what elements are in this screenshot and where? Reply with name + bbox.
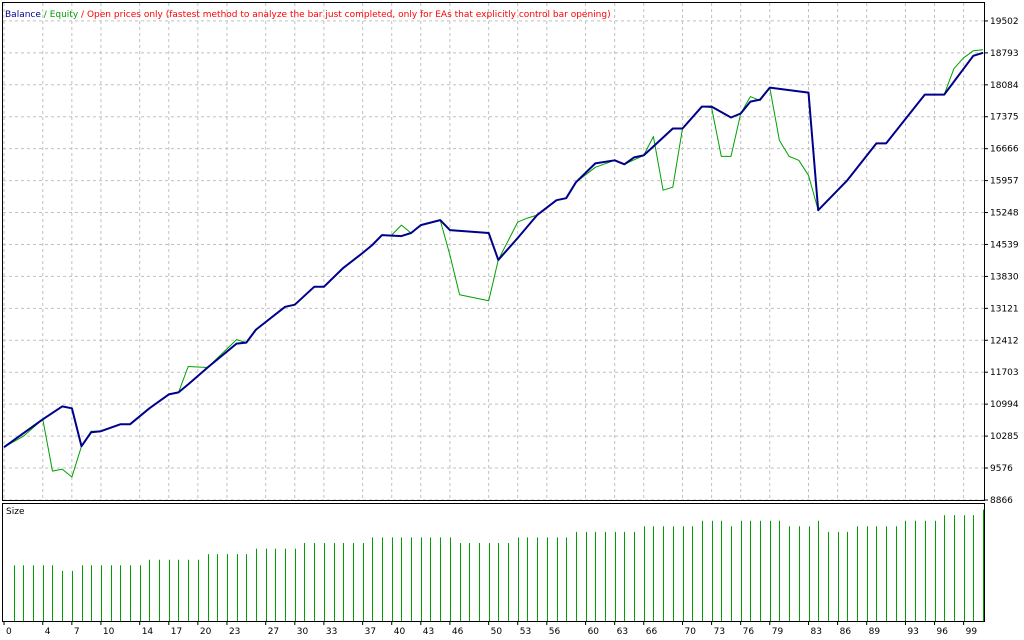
y-tick-label: 11703 [990, 368, 1019, 378]
y-tick-label: 15248 [990, 209, 1019, 219]
x-tick-label: 20 [200, 627, 212, 637]
main-frame [2, 2, 985, 501]
x-tick-label: 93 [907, 627, 918, 637]
x-tick-label: 86 [840, 627, 852, 637]
x-tick-label: 30 [297, 627, 309, 637]
legend-separator: / [44, 10, 48, 20]
x-tick-label: 40 [394, 627, 406, 637]
y-tick-label: 13121 [990, 304, 1019, 314]
x-tick-label: 70 [685, 627, 697, 637]
x-tick-label: 33 [326, 627, 337, 637]
y-tick-label: 15957 [990, 177, 1019, 187]
x-tick-label: 17 [171, 627, 182, 637]
y-tick-label: 18084 [990, 81, 1019, 91]
x-tick-label: 89 [869, 627, 881, 637]
x-tick-label: 73 [714, 627, 725, 637]
y-tick-label: 16666 [990, 145, 1019, 155]
x-tick-label: 10 [103, 627, 115, 637]
y-tick-label: 8866 [990, 496, 1013, 506]
subtitle: Open prices only (fastest method to anal… [87, 10, 611, 20]
x-tick-label: 43 [423, 627, 434, 637]
y-tick-label: 12412 [990, 336, 1019, 346]
x-tick-label: 60 [588, 627, 600, 637]
x-tick-label: 46 [452, 627, 464, 637]
x-tick-label: 66 [646, 627, 658, 637]
x-tick-label: 76 [743, 627, 755, 637]
y-tick-label: 9576 [990, 464, 1013, 474]
x-tick-label: 37 [365, 627, 376, 637]
legend: Balance / Equity / Open prices only (fas… [5, 10, 611, 20]
x-tick-label: 56 [549, 627, 561, 637]
x-tick-label: 63 [617, 627, 628, 637]
x-tick-label: 0 [6, 627, 12, 637]
size-frame [2, 503, 985, 622]
x-tick-label: 7 [74, 627, 80, 637]
balance-line [3, 51, 984, 449]
y-tick-label: 18793 [990, 49, 1019, 59]
x-tick-label: 50 [491, 627, 503, 637]
x-tick-label: 83 [811, 627, 822, 637]
legend-separator: / [81, 10, 85, 20]
legend-balance: Balance [5, 10, 41, 20]
x-tick-label: 99 [966, 627, 978, 637]
x-tick-label: 4 [45, 627, 51, 637]
x-tick-label: 79 [772, 627, 784, 637]
legend-equity: Equity [50, 10, 79, 20]
y-tick-label: 10994 [990, 400, 1019, 410]
y-tick-label: 10285 [990, 432, 1019, 442]
x-tick-label: 27 [268, 627, 279, 637]
x-tick-label: 14 [142, 627, 154, 637]
y-tick-label: 13830 [990, 272, 1019, 282]
y-tick-label: 17375 [990, 113, 1019, 123]
y-tick-label: 14539 [990, 240, 1019, 250]
x-tick-label: 23 [229, 627, 240, 637]
x-tick-label: 96 [937, 627, 949, 637]
y-tick-label: 19502 [990, 17, 1019, 27]
size-title: Size [6, 507, 25, 517]
x-tick-label: 53 [520, 627, 531, 637]
